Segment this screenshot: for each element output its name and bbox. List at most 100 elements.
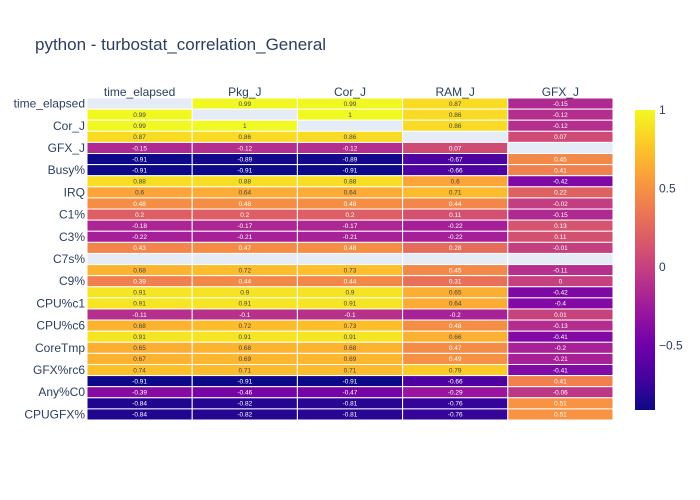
cell-value-label: -0.39: [132, 390, 147, 397]
cell-value-label: 0.48: [133, 201, 146, 208]
cell-value-label: -0.91: [237, 167, 252, 174]
cell-value-label: 0.48: [238, 201, 251, 208]
cell-value-label: 0.91: [238, 301, 251, 308]
cell-value-label: -0.89: [237, 156, 252, 163]
cell-value-label: 0.65: [133, 345, 146, 352]
cell-value-label: -0.91: [132, 378, 147, 385]
heatmap-cell[interactable]: [507, 252, 614, 266]
cell-value-label: 0.91: [344, 334, 357, 341]
cell-value-label: 0.87: [133, 134, 146, 141]
row-tick-label: CPUGFX%: [24, 407, 85, 421]
cell-value-label: 0.9: [240, 290, 249, 297]
cell-value-label: -0.91: [132, 156, 147, 163]
cell-value-label: -0.13: [553, 323, 568, 330]
cell-value-label: 1: [348, 112, 352, 119]
cell-value-label: 0.86: [449, 112, 462, 119]
cell-value-label: 0.9: [345, 290, 354, 297]
cell-value-label: 0.99: [133, 123, 146, 130]
cell-value-label: 0.91: [133, 301, 146, 308]
row-tick-label: C7s%: [53, 252, 85, 266]
cell-value-label: 0.51: [554, 401, 567, 408]
cell-value-label: -0.21: [553, 356, 568, 363]
cell-value-label: 0.48: [344, 245, 357, 252]
cell-value-label: 0: [559, 279, 563, 286]
cell-value-label: 0.73: [344, 323, 357, 330]
cell-value-label: 0.07: [554, 134, 567, 141]
cell-value-label: -0.15: [132, 145, 147, 152]
cell-value-label: -0.76: [448, 412, 463, 419]
heatmap-cell[interactable]: [296, 119, 404, 132]
heatmap-cell[interactable]: [507, 408, 614, 421]
cell-value-label: -0.2: [555, 345, 567, 352]
cell-value-label: 0.69: [344, 356, 357, 363]
cell-value-label: -0.15: [553, 212, 568, 219]
cell-value-label: -0.18: [132, 223, 147, 230]
cell-value-label: 0.44: [449, 201, 462, 208]
cell-value-label: 0.74: [133, 367, 146, 374]
cell-value-label: -0.47: [343, 390, 358, 397]
heatmap-cell[interactable]: [86, 252, 193, 266]
heatmap-cell[interactable]: [191, 252, 298, 266]
cell-value-label: 0.48: [344, 201, 357, 208]
cell-value-label: 0.41: [554, 378, 567, 385]
row-tick-label: Busy%: [48, 163, 86, 177]
cell-value-label: 0.11: [449, 212, 462, 219]
cell-value-label: -0.89: [343, 156, 358, 163]
cell-value-label: -0.4: [555, 301, 567, 308]
colorbar-gradient: [635, 110, 655, 410]
cell-value-label: -0.12: [553, 112, 568, 119]
colorbar-tick-label: 0.5: [659, 182, 676, 196]
chart-title: python - turbostat_correlation_General: [35, 35, 326, 54]
cell-value-label: -0.1: [239, 312, 251, 319]
colorbar-tick-label: −0.5: [659, 339, 683, 353]
cell-value-label: 0.28: [449, 245, 462, 252]
cell-value-label: 1: [243, 123, 247, 130]
cell-value-label: -0.11: [132, 312, 147, 319]
heatmap-cell[interactable]: [296, 252, 404, 266]
heatmap-cell[interactable]: [507, 141, 614, 155]
cell-value-label: 0.65: [449, 290, 462, 297]
cell-value-label: -0.91: [237, 378, 252, 385]
cell-value-label: 0.64: [344, 190, 357, 197]
cell-value-label: -0.1: [344, 312, 356, 319]
heatmap-cell[interactable]: [402, 252, 509, 266]
cell-value-label: -0.02: [553, 201, 568, 208]
cell-value-label: 0.01: [554, 312, 567, 319]
row-axis: time_elapsed Cor_J GFX_J Busy% IRQ C1% C3% C7s%…: [14, 97, 86, 422]
heatmap-cell[interactable]: [86, 97, 193, 110]
cell-value-label: 0.64: [449, 301, 462, 308]
cell-value-label: -0.42: [553, 290, 568, 297]
cell-value-label: 0.22: [554, 190, 567, 197]
column-tick-label: time_elapsed: [104, 85, 175, 99]
cell-value-label: -0.91: [132, 167, 147, 174]
cell-value-label: -0.84: [132, 401, 147, 408]
row-tick-label: time_elapsed: [14, 97, 85, 111]
heatmap-cell[interactable]: [402, 130, 509, 143]
cell-value-label: -0.91: [343, 378, 358, 385]
cell-value-label: 0.99: [344, 101, 357, 108]
cell-value-label: -0.81: [343, 401, 358, 408]
cell-value-label: 0.86: [449, 123, 462, 130]
cell-value-label: 0.39: [133, 279, 146, 286]
heatmap-cell[interactable]: [191, 108, 298, 121]
row-tick-label: IRQ: [64, 185, 85, 199]
cell-value-label: -0.01: [553, 245, 568, 252]
cell-value-label: -0.06: [553, 390, 568, 397]
cell-value-label: -0.67: [448, 156, 463, 163]
cell-value-label: -0.22: [448, 223, 463, 230]
row-tick-label: Cor_J: [53, 119, 85, 133]
row-tick-label: C3%: [59, 230, 85, 244]
colorbar-tick-label: 0: [659, 260, 666, 274]
cell-value-label: -0.81: [343, 412, 358, 419]
cell-value-label: -0.91: [343, 167, 358, 174]
cell-value-label: 0.45: [554, 156, 567, 163]
cell-value-label: 0.91: [133, 334, 146, 341]
colorbar: 1 0.5 0 −0.5: [635, 103, 683, 410]
column-tick-label: Pkg_J: [228, 85, 261, 99]
cell-value-label: 0.07: [449, 145, 462, 152]
row-tick-label: C1%: [59, 208, 85, 222]
column-tick-label: RAM_J: [436, 85, 475, 99]
row-tick-label: CPU%c6: [36, 319, 85, 333]
cell-value-label: -0.82: [237, 412, 252, 419]
